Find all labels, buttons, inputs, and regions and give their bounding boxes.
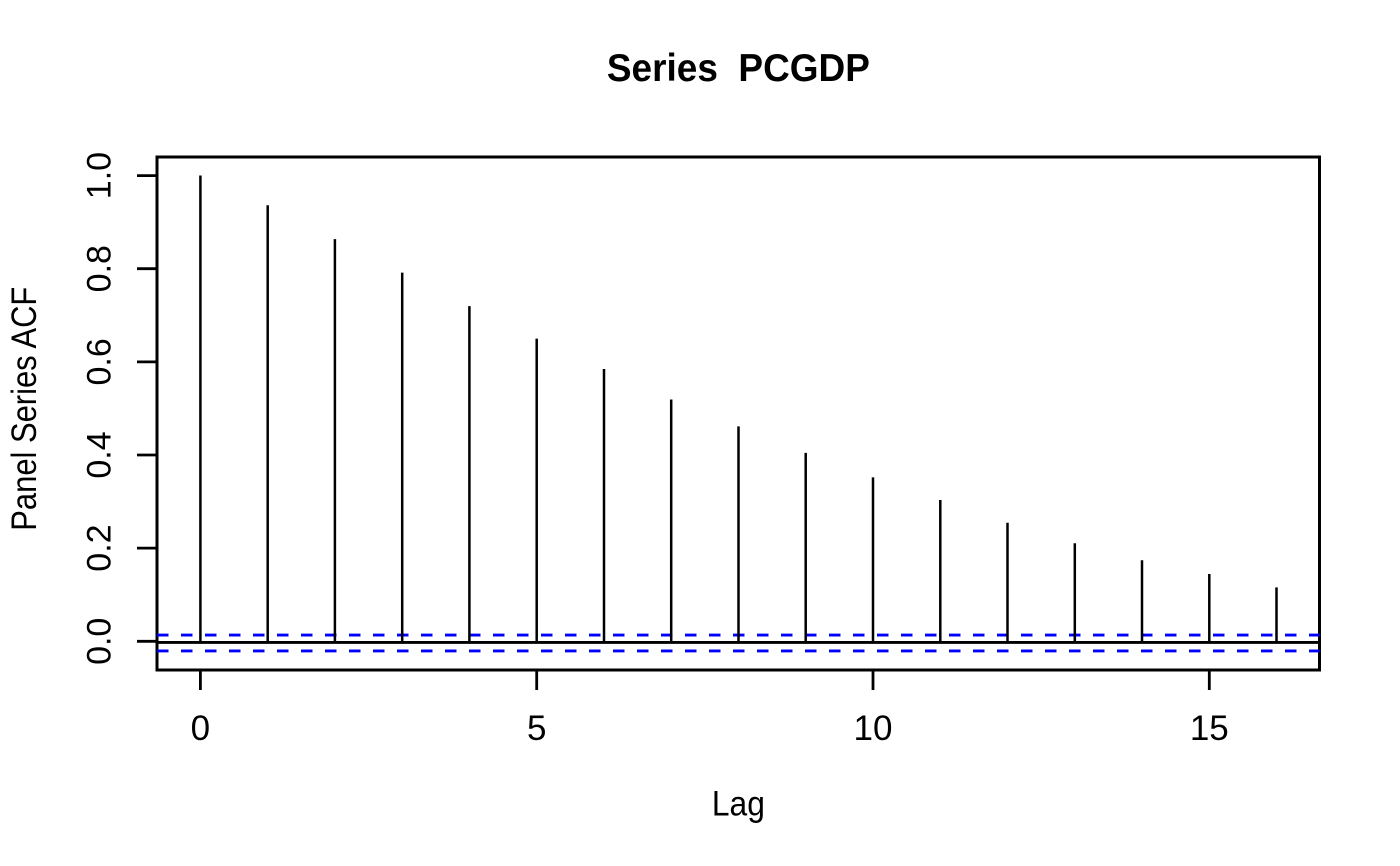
svg-text:Series PCGDP: Series PCGDP [607,47,870,90]
svg-text:0.8: 0.8 [81,245,119,292]
svg-text:5: 5 [527,709,546,748]
svg-text:0.6: 0.6 [81,338,119,385]
svg-text:1.0: 1.0 [81,152,119,199]
svg-text:0.4: 0.4 [81,431,119,478]
svg-text:0.0: 0.0 [81,618,119,665]
svg-text:Panel Series ACF: Panel Series ACF [5,287,44,531]
svg-text:0: 0 [191,709,210,748]
svg-text:0.2: 0.2 [81,524,119,571]
svg-text:10: 10 [854,709,893,748]
svg-text:15: 15 [1190,709,1229,748]
svg-text:Lag: Lag [712,785,765,824]
